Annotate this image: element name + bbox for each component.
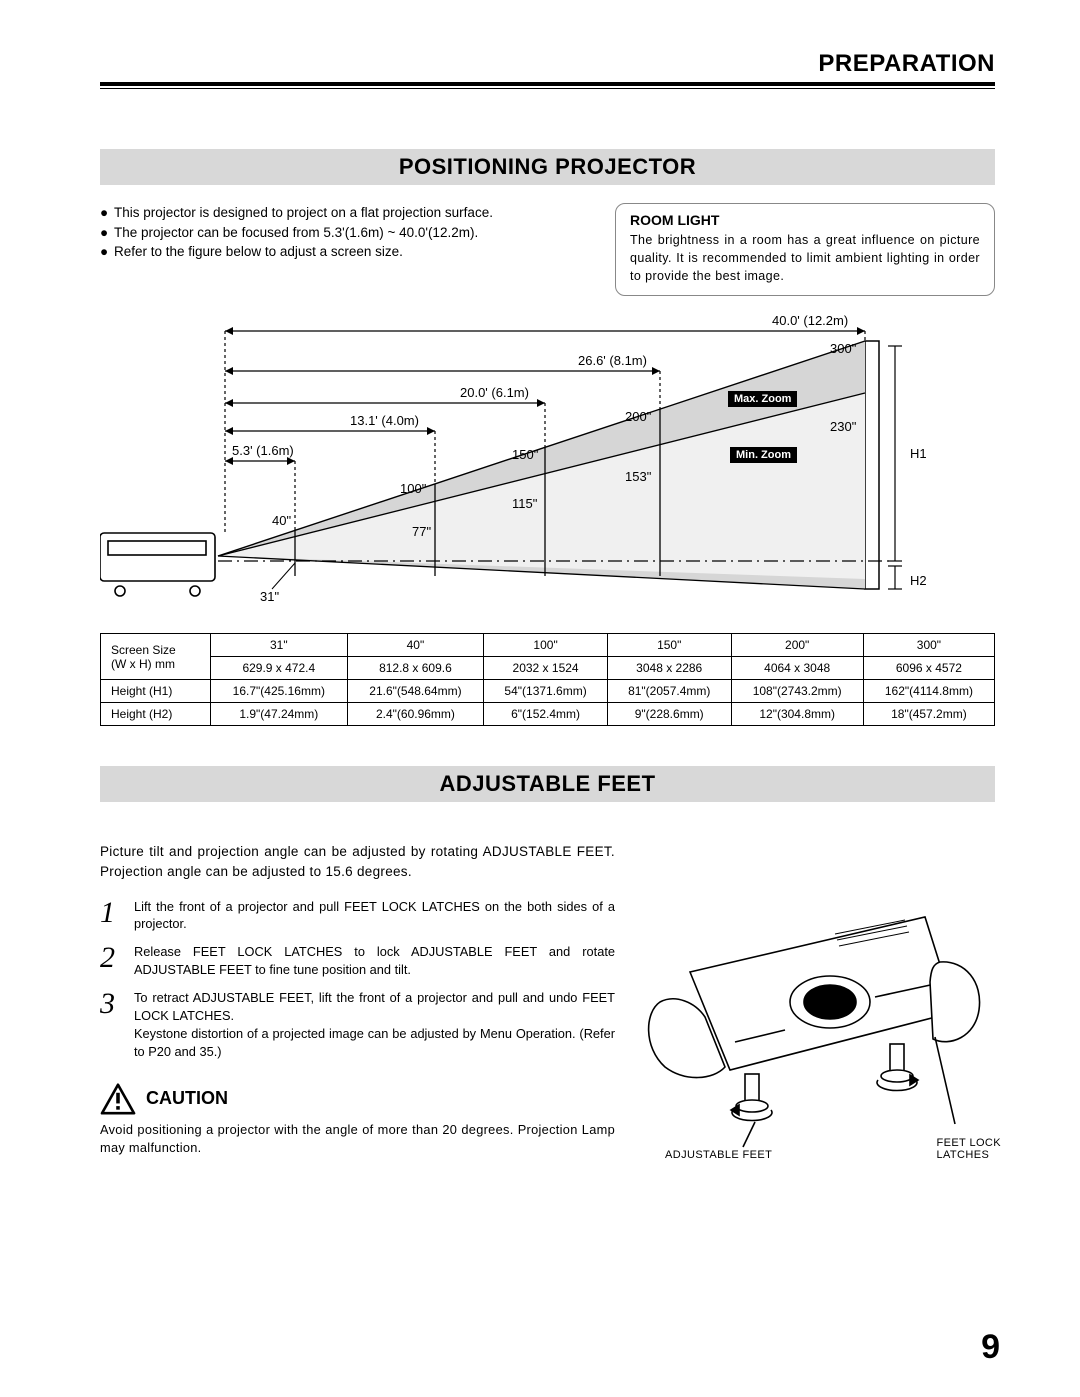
min-5: 230" bbox=[830, 419, 856, 434]
caution-icon bbox=[100, 1083, 136, 1115]
section-heading-feet: ADJUSTABLE FEET bbox=[100, 766, 995, 802]
max-1: 40" bbox=[272, 513, 291, 528]
bullet-1: This projector is designed to project on… bbox=[114, 203, 493, 223]
step-2: Release FEET LOCK LATCHES to lock ADJUST… bbox=[134, 943, 615, 979]
screen-size-table: Screen Size (W x H) mm 31" 40" 100" 150"… bbox=[100, 633, 995, 726]
h2-label: H2 bbox=[910, 573, 927, 588]
bullet-2: The projector can be focused from 5.3'(1… bbox=[114, 223, 478, 243]
caution-label: CAUTION bbox=[146, 1088, 228, 1109]
page-header: PREPARATION bbox=[100, 50, 995, 78]
section-heading-positioning: POSITIONING PROJECTOR bbox=[100, 149, 995, 185]
feet-caption: ADJUSTABLE FEET bbox=[665, 1149, 772, 1161]
header-rule bbox=[100, 82, 995, 89]
roomlight-title: ROOM LIGHT bbox=[630, 212, 980, 228]
dist-3: 20.0' (6.1m) bbox=[460, 385, 529, 400]
max-2: 100" bbox=[400, 481, 426, 496]
step-num-2: 2 bbox=[100, 943, 134, 979]
adjustable-feet-figure: ADJUSTABLE FEET FEET LOCK LATCHES bbox=[635, 842, 995, 1167]
min-zoom-tag: Min. Zoom bbox=[730, 447, 797, 463]
roomlight-box: ROOM LIGHT The brightness in a room has … bbox=[615, 203, 995, 296]
step-1: Lift the front of a projector and pull F… bbox=[134, 898, 615, 934]
roomlight-body: The brightness in a room has a great inf… bbox=[630, 231, 980, 285]
bullet-3: Refer to the figure below to adjust a sc… bbox=[114, 242, 403, 262]
dist-1: 5.3' (1.6m) bbox=[232, 443, 294, 458]
max-5: 300" bbox=[830, 341, 856, 356]
step-3: To retract ADJUSTABLE FEET, lift the fro… bbox=[134, 989, 615, 1061]
latches-caption: FEET LOCK LATCHES bbox=[936, 1137, 1001, 1161]
rowhead-size: Screen Size (W x H) mm bbox=[101, 634, 211, 680]
dist-2: 13.1' (4.0m) bbox=[350, 413, 419, 428]
max-3: 150" bbox=[512, 447, 538, 462]
dist-4: 26.6' (8.1m) bbox=[578, 353, 647, 368]
bullet-list: ●This projector is designed to project o… bbox=[100, 203, 603, 296]
max-4: 200" bbox=[625, 409, 651, 424]
dist-5: 40.0' (12.2m) bbox=[772, 313, 848, 328]
projection-diagram: 5.3' (1.6m) 13.1' (4.0m) 20.0' (6.1m) 26… bbox=[100, 311, 995, 621]
min-3: 115" bbox=[512, 496, 537, 511]
min-2: 77" bbox=[412, 524, 431, 539]
step-num-3: 3 bbox=[100, 989, 134, 1061]
step-num-1: 1 bbox=[100, 898, 134, 934]
max-zoom-tag: Max. Zoom bbox=[728, 391, 797, 407]
min-1: 31" bbox=[260, 589, 279, 604]
caution-text: Avoid positioning a projector with the a… bbox=[100, 1121, 615, 1157]
page-number: 9 bbox=[981, 1328, 1000, 1367]
min-4: 153" bbox=[625, 469, 651, 484]
h1-label: H1 bbox=[910, 446, 927, 461]
adj-intro: Picture tilt and projection angle can be… bbox=[100, 842, 615, 881]
